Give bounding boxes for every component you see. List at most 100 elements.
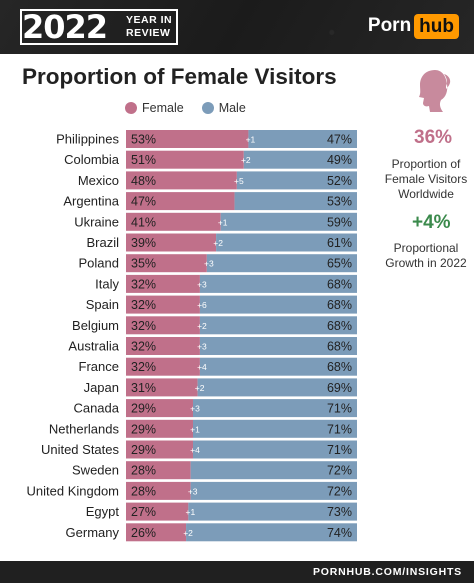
female-value-label: 32% [131, 277, 156, 291]
female-share-stat: 36% [414, 127, 453, 148]
growth-label: +3 [197, 279, 207, 289]
growth-label: +3 [190, 404, 200, 414]
category-label: Netherlands [49, 421, 120, 436]
category-label: Philippines [56, 132, 119, 147]
bar-female [126, 502, 189, 521]
chart-legend: Female Male [125, 101, 264, 115]
growth-label: +3 [204, 259, 214, 269]
category-label: Germany [66, 525, 120, 540]
logo-text-part1: Porn [367, 15, 412, 36]
growth-label: +1 [218, 217, 228, 227]
female-value-label: 28% [131, 484, 156, 498]
male-value-label: 71% [327, 402, 352, 416]
bar-female [126, 212, 221, 231]
bar-female [126, 419, 193, 438]
legend-swatch-female [125, 102, 137, 114]
bar-male [234, 192, 357, 211]
growth-label: +2 [241, 155, 251, 165]
male-value-label: 49% [327, 153, 352, 167]
category-label: Ukraine [74, 214, 119, 229]
bar-male [243, 150, 357, 169]
footer-link[interactable]: PORNHUB.COM/INSIGHTS [312, 566, 462, 578]
footer-bar: PORNHUB.COM/INSIGHTS [0, 561, 474, 583]
year-text: 2022 [22, 8, 108, 46]
growth-label: +2 [213, 238, 223, 248]
category-label: Belgium [72, 318, 119, 333]
male-value-label: 69% [327, 381, 352, 395]
male-value-label: 68% [327, 277, 352, 291]
growth-label: +6 [197, 300, 207, 310]
female-value-label: 48% [131, 174, 156, 188]
female-value-label: 29% [131, 402, 156, 416]
category-label: Egypt [86, 504, 120, 519]
bar-male [199, 274, 357, 293]
bar-female [126, 357, 200, 376]
female-value-label: 31% [131, 381, 156, 395]
bar-male [188, 502, 357, 521]
category-label: United States [41, 442, 120, 457]
male-value-label: 71% [327, 422, 352, 436]
category-label: Poland [79, 256, 119, 271]
bar-male [192, 399, 357, 418]
bar-female [126, 192, 235, 211]
category-label: Sweden [72, 463, 119, 478]
bar-female [126, 316, 200, 335]
bar-female [126, 440, 193, 459]
female-share-caption: Proportion of Female Visitors Worldwide [384, 157, 468, 201]
category-label: Colombia [64, 152, 120, 167]
legend-item-female: Female [125, 101, 184, 115]
bar-female [126, 150, 244, 169]
category-label: France [79, 359, 119, 374]
growth-label: +4 [190, 445, 200, 455]
growth-label: +3 [188, 486, 198, 496]
legend-item-male: Male [201, 101, 246, 115]
growth-stat: +4% [412, 212, 451, 233]
category-label: Japan [84, 380, 119, 395]
female-value-label: 47% [131, 195, 156, 209]
bar-female [126, 295, 200, 314]
growth-label: +2 [197, 321, 207, 331]
bar-male [236, 171, 357, 190]
male-value-label: 74% [327, 526, 352, 540]
female-value-label: 51% [131, 153, 156, 167]
brand-logo[interactable]: Porn hub [368, 13, 459, 39]
male-value-label: 47% [327, 133, 352, 147]
female-value-label: 28% [131, 464, 156, 478]
growth-label: +1 [246, 135, 256, 145]
bar-male [190, 461, 357, 480]
growth-label: +1 [190, 424, 200, 434]
female-value-label: 32% [131, 340, 156, 354]
growth-label: +4 [197, 362, 207, 372]
logo-text-part2: hub [414, 13, 459, 39]
category-label: Mexico [78, 173, 119, 188]
male-value-label: 68% [327, 298, 352, 312]
bar-female [126, 399, 193, 418]
category-label: Spain [86, 297, 119, 312]
growth-caption: Proportional Growth in 2022 [385, 241, 467, 270]
bar-male [199, 295, 357, 314]
category-label: United Kingdom [27, 483, 120, 498]
male-value-label: 65% [327, 257, 352, 271]
bar-male [192, 419, 357, 438]
bar-male [199, 357, 357, 376]
category-label: Argentina [63, 194, 119, 209]
male-value-label: 53% [327, 195, 352, 209]
legend-swatch-male [201, 102, 214, 114]
growth-label: +2 [195, 383, 205, 393]
year-subtitle-line1: YEAR IN [126, 14, 173, 26]
year-subtitle-line2: REVIEW [126, 27, 171, 39]
legend-label-female: Female [142, 101, 184, 115]
bar-male [216, 233, 357, 252]
female-value-label: 27% [131, 505, 156, 519]
category-label: Italy [95, 276, 119, 291]
female-value-label: 32% [131, 298, 156, 312]
growth-label: +1 [186, 507, 196, 517]
male-value-label: 68% [327, 340, 352, 354]
bar-female [126, 171, 237, 190]
bar-male [248, 130, 357, 148]
legend-label-male: Male [218, 101, 246, 115]
stacked-bar-chart: Philippines 53% 47% +1 Colombia 51% 49% +2 Mexic… [27, 130, 357, 542]
bar-female [126, 233, 217, 252]
bar-male [197, 378, 357, 397]
bar-male [199, 337, 357, 355]
